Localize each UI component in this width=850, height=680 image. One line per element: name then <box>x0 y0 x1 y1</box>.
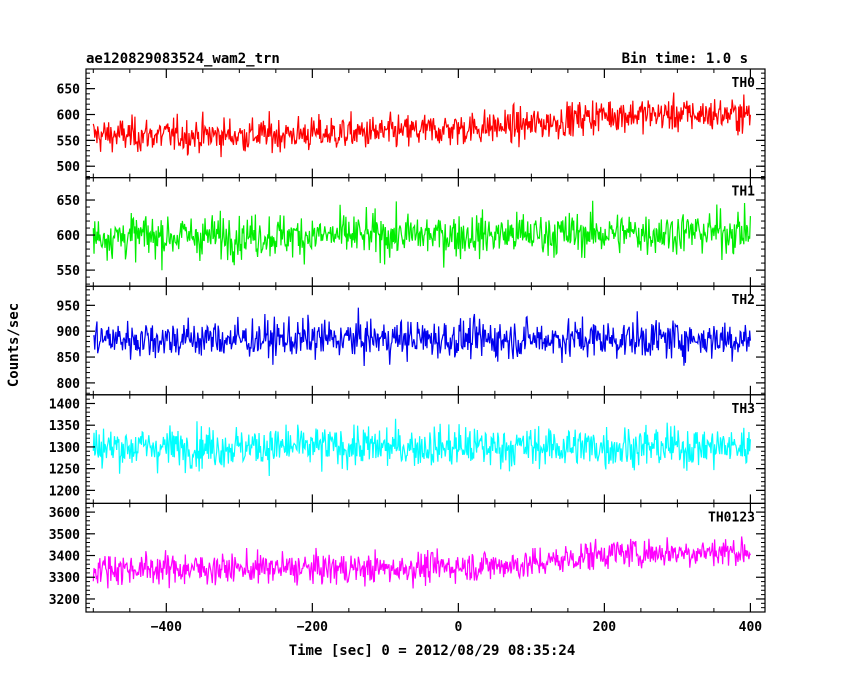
x-tick-label: 200 <box>593 620 617 635</box>
panel-th1: 550 600 650 TH1 <box>57 177 766 287</box>
panel-label: TH0123 <box>708 510 755 525</box>
panel-label: TH1 <box>732 185 756 200</box>
y-tick-label: 850 <box>57 351 81 366</box>
y-tick-label: 3200 <box>49 593 80 608</box>
x-tick-label: 0 <box>454 620 462 635</box>
series-line-th1 <box>92 200 751 271</box>
panel-th3: 1200 1250 1300 1350 1400 TH3 <box>49 394 766 504</box>
panel-th0123: 3200 3300 3400 3500 3600 TH0123 −400 −200 0 200 40… <box>49 502 766 635</box>
y-tick-label: 3400 <box>49 550 80 565</box>
y-tick-label: 950 <box>57 299 81 314</box>
panel-frame <box>85 502 766 613</box>
y-tick-label: 550 <box>57 264 81 279</box>
y-tick-label: 500 <box>57 160 81 175</box>
y-tick-label: 550 <box>57 134 81 149</box>
y-tick-label: 650 <box>57 83 81 98</box>
y-tick-label: 3300 <box>49 571 80 586</box>
panel-th2: 800 850 900 950 TH2 <box>57 285 766 396</box>
y-tick-label: 1200 <box>49 484 80 499</box>
y-tick-label: 1350 <box>49 419 80 434</box>
panel-label: TH0 <box>732 76 756 91</box>
y-tick-label: 3600 <box>49 506 80 521</box>
chart-title: ae120829083524_wam2_trn <box>86 51 280 67</box>
chart-subtitle: Bin time: 1.0 s <box>622 51 748 67</box>
y-tick-label: 3500 <box>49 528 80 543</box>
y-tick-label: 1250 <box>49 463 80 478</box>
panel-label: TH3 <box>732 402 755 417</box>
x-tick-label: −400 <box>151 620 182 635</box>
y-axis-title: Counts/sec <box>6 303 22 387</box>
y-tick-label: 600 <box>57 109 81 124</box>
series-line-th3 <box>92 418 751 477</box>
y-tick-label: 800 <box>57 377 81 392</box>
x-tick-label: −200 <box>297 620 328 635</box>
panels-group: 500 550 600 650 TH0 550 600 650 TH1 800 850 900 950 T… <box>49 68 766 635</box>
y-tick-label: 1300 <box>49 441 80 456</box>
y-tick-label: 600 <box>57 229 81 244</box>
panel-label: TH2 <box>732 293 755 308</box>
series-line-th0 <box>92 92 751 158</box>
y-tick-label: 650 <box>57 194 81 209</box>
panel-th0: 500 550 600 650 TH0 <box>57 68 766 179</box>
series-line-th2 <box>92 307 751 367</box>
x-tick-label: 400 <box>739 620 763 635</box>
series-line-th0123 <box>92 536 751 589</box>
y-tick-label: 900 <box>57 325 81 340</box>
y-tick-label: 1400 <box>49 397 80 412</box>
x-axis-title: Time [sec] 0 = 2012/08/29 08:35:24 <box>289 643 576 659</box>
